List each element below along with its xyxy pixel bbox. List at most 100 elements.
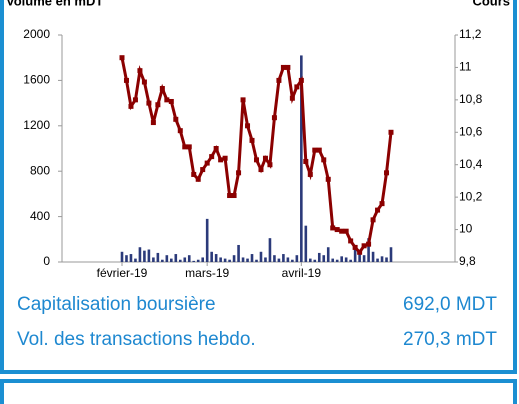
- bar: [138, 247, 142, 262]
- price-marker: [150, 120, 156, 126]
- bar: [344, 257, 348, 262]
- price-marker: [262, 155, 268, 161]
- price-marker: [285, 64, 291, 70]
- bar: [286, 257, 290, 262]
- price-marker: [227, 193, 233, 199]
- bar: [129, 254, 133, 262]
- bar: [349, 259, 352, 262]
- bar: [192, 260, 196, 262]
- bar: [125, 255, 128, 262]
- price-marker: [159, 86, 165, 92]
- bar: [219, 257, 222, 262]
- bar: [210, 251, 213, 262]
- price-marker: [352, 244, 358, 250]
- bar: [273, 255, 276, 262]
- bar: [183, 257, 187, 262]
- y2-tick-label: 10,8: [459, 92, 483, 106]
- bar: [282, 254, 285, 262]
- y2-tick-label: 10,4: [459, 157, 483, 171]
- bar: [309, 258, 312, 262]
- y-tick-label: 400: [30, 209, 50, 223]
- y2-tick-label: 11,2: [459, 27, 482, 41]
- y2-tick-label: 10: [459, 222, 473, 236]
- bar: [277, 258, 281, 262]
- y2-tick-label: 10,2: [459, 189, 483, 203]
- y-tick-label: 1200: [23, 118, 50, 132]
- info-label: Vol. des transactions hebdo.: [17, 329, 256, 350]
- price-marker: [276, 77, 282, 83]
- bar: [161, 259, 164, 262]
- price-marker: [191, 171, 197, 177]
- price-marker: [366, 241, 372, 247]
- price-marker: [384, 170, 390, 176]
- bar: [376, 258, 379, 262]
- bar: [147, 249, 151, 262]
- price-marker: [204, 160, 210, 166]
- price-marker: [236, 170, 242, 176]
- price-marker: [321, 157, 327, 163]
- bar: [120, 251, 124, 262]
- price-marker: [128, 103, 134, 109]
- price-marker: [231, 193, 237, 199]
- bar: [232, 255, 236, 262]
- bar: [295, 255, 299, 262]
- bar: [259, 251, 263, 262]
- price-marker: [123, 77, 129, 83]
- bar: [165, 255, 169, 262]
- price-marker: [312, 147, 318, 153]
- bar: [268, 238, 272, 262]
- bar: [317, 252, 321, 262]
- info-value: 692,0 MDT: [403, 294, 497, 315]
- info-value: 270,3 mDT: [403, 329, 497, 350]
- bar: [174, 254, 178, 262]
- price-marker: [173, 116, 179, 122]
- price-marker: [357, 249, 363, 255]
- price-marker: [218, 157, 224, 163]
- bar: [250, 254, 254, 262]
- x-tick-label: février-19: [97, 266, 148, 280]
- bar: [178, 259, 182, 262]
- price-marker: [271, 115, 277, 121]
- price-marker: [307, 171, 313, 177]
- y-axis-label: Volume en mDT: [6, 0, 103, 8]
- bar: [326, 247, 330, 262]
- bar: [313, 259, 317, 262]
- price-marker: [132, 97, 138, 103]
- panel-border: [0, 379, 517, 404]
- bar: [201, 257, 204, 262]
- price-marker: [379, 201, 385, 207]
- bar: [156, 252, 160, 262]
- info-label: Capitalisation boursière: [17, 294, 216, 315]
- price-marker: [330, 225, 336, 231]
- price-marker: [146, 100, 152, 106]
- y-tick-label: 0: [43, 254, 50, 268]
- bar: [237, 244, 240, 262]
- y2-axis-label: Cours: [472, 0, 510, 8]
- price-marker: [325, 176, 331, 182]
- bar: [291, 259, 294, 262]
- price-marker: [155, 102, 161, 108]
- price-marker: [177, 128, 183, 134]
- bar: [389, 247, 393, 262]
- price-marker: [343, 228, 349, 234]
- y2-tick-label: 11: [459, 60, 472, 74]
- bar: [335, 259, 339, 262]
- bar: [134, 258, 137, 262]
- price-marker: [164, 97, 170, 103]
- bar: [353, 244, 357, 262]
- price-marker: [388, 129, 394, 135]
- y-tick-label: 1600: [23, 73, 50, 87]
- price-marker: [258, 167, 264, 173]
- price-marker: [119, 55, 125, 61]
- x-tick-label: avril-19: [282, 266, 322, 280]
- price-marker: [137, 68, 143, 74]
- bar: [170, 258, 173, 262]
- bar: [380, 256, 384, 262]
- price-marker: [249, 137, 255, 143]
- price-marker: [303, 158, 309, 164]
- y2-tick-label: 10,6: [459, 124, 483, 138]
- price-marker: [294, 84, 300, 90]
- bar: [385, 257, 388, 262]
- price-marker: [209, 154, 215, 160]
- bar: [367, 238, 370, 262]
